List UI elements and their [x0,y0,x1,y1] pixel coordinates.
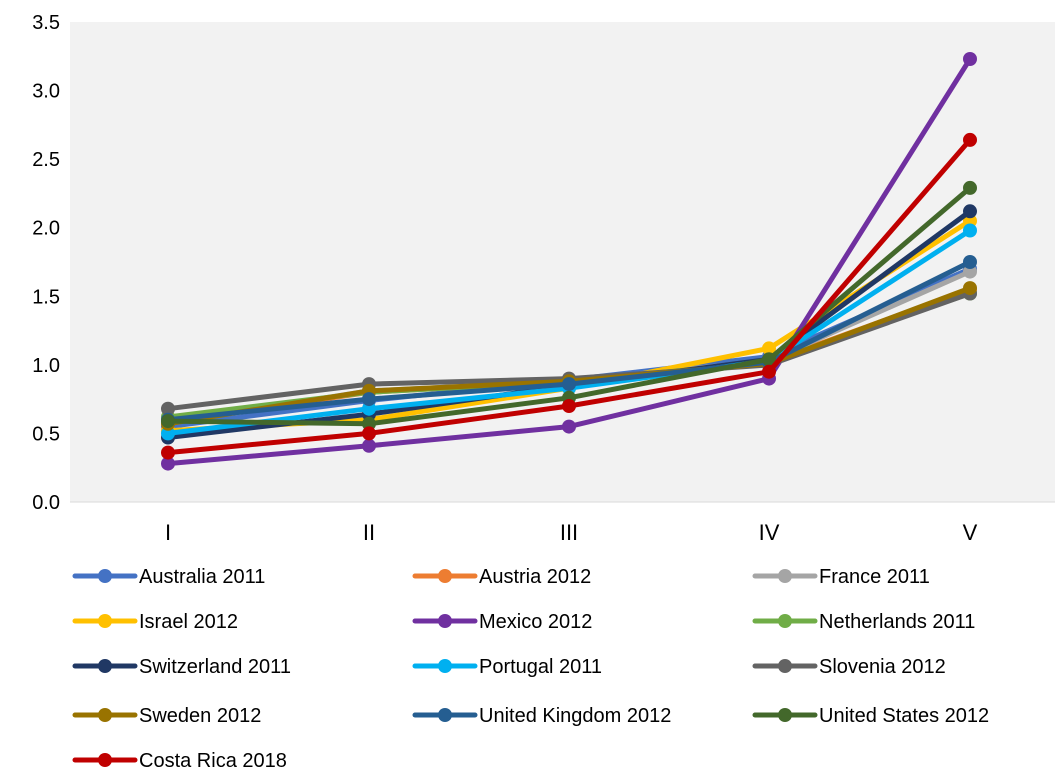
legend-swatch-marker [778,569,792,583]
series-united-states-2012 [161,180,977,431]
legend-label: Austria 2012 [479,566,591,588]
legend-swatch-marker [98,708,112,722]
data-point [161,426,175,441]
data-point [362,401,376,416]
legend-label: Mexico 2012 [479,611,592,633]
data-point [762,352,776,367]
legend-item: Sweden 2012 [72,705,261,727]
data-point [562,399,576,413]
data-point [362,392,376,407]
legend-item: Portugal 2011 [412,656,602,678]
legend-item: Mexico 2012 [412,611,592,633]
legend-label: Australia 2011 [139,566,265,588]
legend-label: France 2011 [819,566,930,588]
legend-item: Israel 2012 [72,611,238,633]
legend-item: Costa Rica 2018 [72,750,287,772]
data-point [963,264,977,279]
x-tick-label: IV [759,520,780,545]
x-axis-ticks: I II III IV V [165,520,978,545]
data-point [963,255,977,269]
legend-label: Portugal 2011 [479,656,602,678]
legend-label: Netherlands 2011 [819,611,975,633]
legend-swatch-marker [438,569,452,583]
legend-swatch-marker [98,753,112,767]
data-point [963,223,977,238]
data-point [161,456,175,471]
legend-item: United States 2012 [752,705,989,727]
y-tick-label: 0.0 [32,492,60,514]
y-tick-label: 3.5 [32,12,60,34]
legend-swatch-marker [438,708,452,722]
y-tick-label: 1.5 [32,286,60,308]
y-tick-label: 0.5 [32,423,60,445]
y-tick-label: 2.5 [32,149,60,171]
legend-swatch-marker [778,708,792,722]
legend-swatch-marker [438,614,452,628]
data-point [562,419,576,434]
legend-swatch-marker [778,659,792,673]
legend-item: Austria 2012 [412,566,591,588]
data-point [762,364,776,379]
data-point [562,377,576,392]
data-point [161,401,175,416]
x-tick-label: II [363,520,375,545]
data-point [963,180,977,195]
legend-swatch-marker [778,614,792,628]
data-point [963,52,977,66]
series-layer [161,52,977,471]
legend-item: Netherlands 2011 [752,611,975,633]
data-point [362,416,376,431]
data-point [362,438,376,453]
legend-item: Switzerland 2011 [72,656,291,678]
data-point [963,213,977,228]
data-point [161,414,175,429]
series-costa-rica-2018 [161,132,977,460]
legend-item: Slovenia 2012 [752,656,946,678]
legend-label: Sweden 2012 [139,705,261,727]
legend-label: Slovenia 2012 [819,656,946,678]
legend-swatch-marker [98,569,112,583]
legend-label: Switzerland 2011 [139,656,291,678]
data-point [762,341,776,356]
legend: Australia 2011 Austria 2012 France 2011 Isr… [72,566,989,772]
legend-item: France 2011 [752,566,930,588]
x-tick-label: V [963,520,978,545]
data-point [362,426,376,441]
x-tick-label: III [560,520,578,545]
y-tick-label: 3.0 [32,81,60,103]
data-point [963,132,977,147]
legend-label: Costa Rica 2018 [139,750,287,769]
y-tick-label: 1.0 [32,355,60,377]
legend-label: United Kingdom 2012 [479,705,671,727]
legend-swatch-marker [98,659,112,673]
legend-label: Israel 2012 [139,611,238,633]
legend-item: United Kingdom 2012 [412,705,671,727]
legend-label: United States 2012 [819,705,989,727]
legend-swatch-marker [438,659,452,673]
legend-item: Australia 2011 [72,566,265,588]
data-point [963,281,977,296]
data-point [963,204,977,219]
data-point [161,445,175,460]
legend-swatch-marker [98,614,112,628]
x-tick-label: I [165,520,171,545]
y-axis-ticks: 0.0 0.5 1.0 1.5 2.0 2.5 3.0 3.5 [32,12,60,514]
y-tick-label: 2.0 [32,218,60,240]
